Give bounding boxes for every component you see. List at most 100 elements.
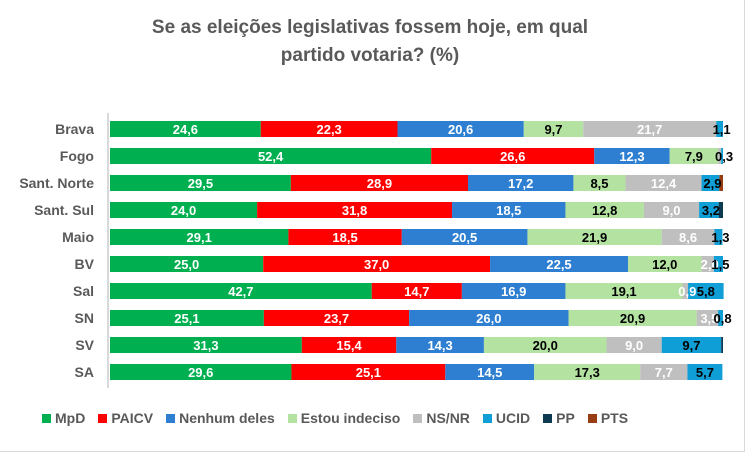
chart-title-line-1: Se as eleições legislativas fossem hoje,… <box>151 17 589 38</box>
data-label: 25,1 <box>356 365 381 380</box>
bar-segment <box>718 148 722 164</box>
data-label: 7,7 <box>655 365 673 380</box>
data-label: 20,0 <box>533 338 558 353</box>
bar-segment <box>701 175 720 191</box>
bar-segment <box>263 256 491 272</box>
bar-segment <box>290 175 468 191</box>
chart-title-line-2: partido votaria? (%) <box>280 45 460 66</box>
bar-segment <box>291 364 446 380</box>
bar-segment <box>401 229 528 245</box>
bar-segment <box>523 121 584 137</box>
data-label: 12,0 <box>652 257 677 272</box>
data-label: 42,7 <box>228 284 253 299</box>
category-label: SN <box>75 310 94 326</box>
data-label: 37,0 <box>364 257 389 272</box>
data-label: 3,2 <box>702 203 720 218</box>
legend-label: PAICV <box>111 410 154 426</box>
data-label: 9,0 <box>662 203 680 218</box>
data-label: 29,1 <box>187 230 212 245</box>
bar-segment <box>288 229 402 245</box>
bar-segment <box>713 256 723 272</box>
bar-segment <box>397 121 524 137</box>
legend-swatch <box>413 413 423 423</box>
legend-label: NS/NR <box>426 410 470 426</box>
bar-segment <box>110 283 372 299</box>
bar-segment <box>110 364 292 380</box>
bar-segment <box>701 256 714 272</box>
bar-segment <box>625 175 702 191</box>
legend-item: MpD <box>42 410 85 426</box>
data-label: 14,3 <box>427 338 452 353</box>
data-label: 22,3 <box>316 122 341 137</box>
data-label: 9,7 <box>682 338 700 353</box>
data-label: 16,9 <box>501 284 526 299</box>
bar-segment <box>687 364 723 380</box>
bar-segment <box>583 121 717 137</box>
bar-segment <box>110 175 291 191</box>
category-label: Maio <box>62 229 94 245</box>
data-labels: 24,6 22,3 20,6 9,7 21,7 1,1 52,4 26,6 12,3 7,9 0,3… <box>171 122 733 380</box>
bar-segment <box>640 364 688 380</box>
data-label: 7,9 <box>685 149 703 164</box>
legend-item: UCID <box>482 410 531 426</box>
data-label: 5,7 <box>696 365 714 380</box>
category-label: Sant. Sul <box>34 202 94 218</box>
bar-segment <box>110 337 302 353</box>
data-label: 29,5 <box>188 176 213 191</box>
bars <box>110 121 724 380</box>
bar-segment <box>467 175 574 191</box>
data-label: 0,8 <box>714 311 732 326</box>
bar-segment <box>431 148 595 164</box>
legend-label: PTS <box>600 410 629 426</box>
legend-label: UCID <box>495 410 531 426</box>
data-label: 18,5 <box>332 230 357 245</box>
bar-segment <box>396 337 484 353</box>
legend-item: PTS <box>587 410 629 426</box>
bar-segment <box>110 310 264 326</box>
data-label: 20,5 <box>452 230 477 245</box>
data-label: 0,3 <box>715 149 733 164</box>
data-label: 1,1 <box>713 122 731 137</box>
legend-swatch <box>287 413 297 423</box>
legend-item: PP <box>543 410 575 426</box>
bar-segment <box>682 283 689 299</box>
data-label: 22,5 <box>546 257 571 272</box>
bar-segment <box>696 310 719 326</box>
data-label: 20,6 <box>448 122 473 137</box>
bar-segment <box>565 283 683 299</box>
data-label: 8,5 <box>590 176 608 191</box>
data-label: 26,6 <box>500 149 525 164</box>
data-label: 0,9 <box>678 284 696 299</box>
bar-segment <box>490 256 628 272</box>
bar-segment <box>452 202 566 218</box>
bar-segment <box>461 283 566 299</box>
data-label: 14,5 <box>477 365 502 380</box>
bar-segment <box>719 175 723 191</box>
data-label: 17,2 <box>508 176 533 191</box>
data-label: 19,1 <box>611 284 636 299</box>
category-labels: Brava Fogo Sant. Norte Sant. Sul Maio BV Sal SN… <box>19 121 94 380</box>
legend-label: PP <box>556 410 575 426</box>
legend-label: Estou indeciso <box>300 410 401 426</box>
bar-segment <box>565 202 644 218</box>
data-label: 25,0 <box>174 257 199 272</box>
bar-segment <box>721 148 723 164</box>
data-label: 12,4 <box>651 176 677 191</box>
data-label: 23,7 <box>324 311 349 326</box>
data-label: 29,6 <box>188 365 213 380</box>
legend-swatch <box>98 413 108 423</box>
bar-segment <box>110 256 264 272</box>
category-label: Sal <box>73 283 94 299</box>
data-label: 14,7 <box>404 284 429 299</box>
data-label: 52,4 <box>258 149 284 164</box>
data-label: 1,3 <box>711 230 729 245</box>
data-label: 31,8 <box>342 203 367 218</box>
bar-segment <box>110 121 261 137</box>
data-label: 20,9 <box>620 311 645 326</box>
data-label: 9,0 <box>625 338 643 353</box>
bar-segment <box>718 310 723 326</box>
data-label: 25,1 <box>174 311 199 326</box>
bar-segment <box>699 202 719 218</box>
data-label: 24,6 <box>173 122 198 137</box>
